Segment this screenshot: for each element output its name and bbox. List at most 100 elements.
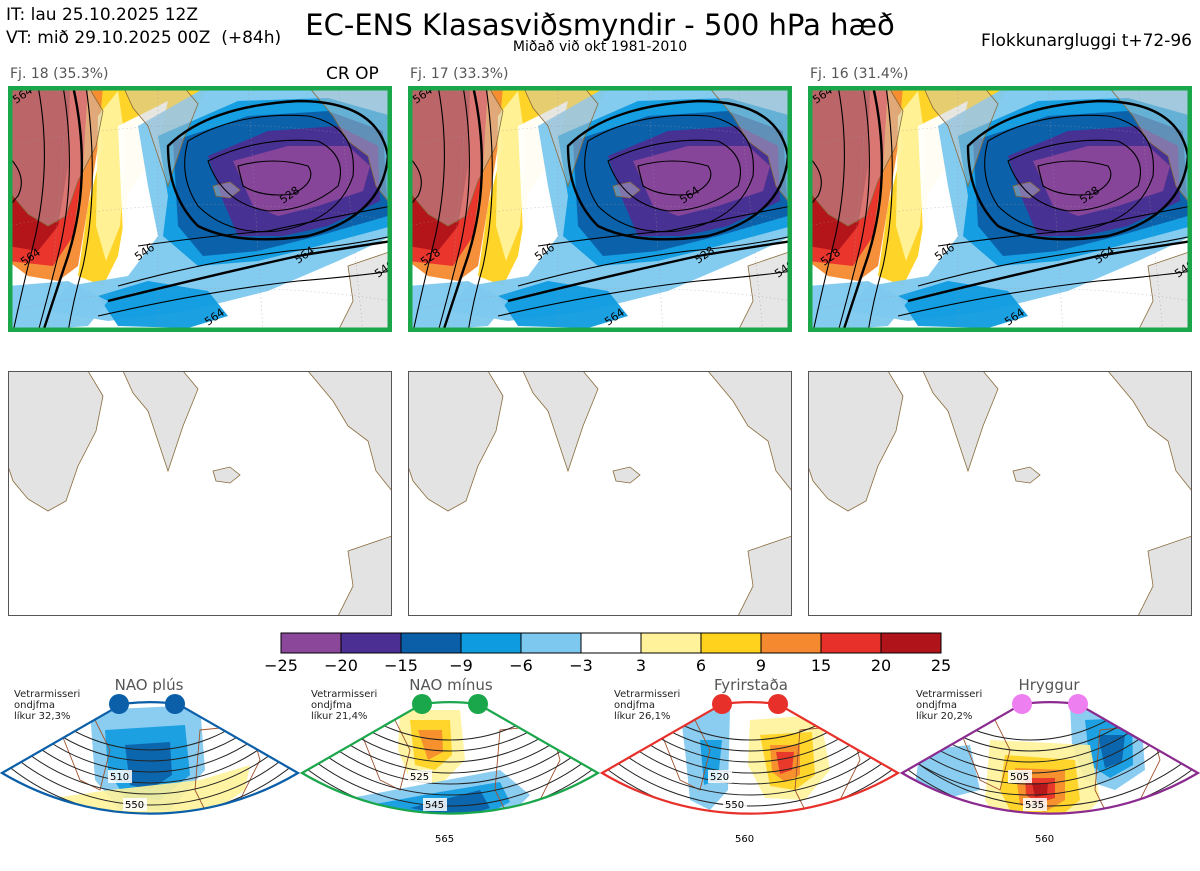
landmass [707,371,792,492]
colorbar-swatch [880,632,942,654]
height-contour [602,702,898,807]
landmass [212,181,241,199]
cluster-label-3: Fj. 16 (31.4%) [810,66,909,82]
height-contour [984,114,1154,233]
colorbar-tick-label: 9 [755,656,767,675]
landmass [1012,181,1041,199]
regime-title-nao-plus: NAO plús [114,676,184,694]
empty-map-3 [808,371,1192,616]
valid-time: VT: mið 29.10.2025 00Z (+84h) [6,28,282,48]
height-contour [517,235,792,287]
classification-window: Flokkunargluggi t+72-96 [980,31,1192,51]
coastline [479,809,546,814]
height-contour [2,702,298,795]
height-contour [602,702,898,785]
empty-map-1 [8,371,392,616]
regime-title-blocking: Fyrirstaða [714,676,788,694]
anomaly-shading [408,281,508,332]
regime-marker-dot [768,694,788,714]
height-contour [902,702,1198,785]
landmass [1107,86,1192,207]
anomaly-shading [498,281,628,328]
contour-label: 550 [125,800,144,811]
height-contour [67,86,93,332]
height-contour [902,702,1198,796]
landmass [808,371,904,512]
coastline [1079,809,1146,814]
regime-marker-dot [109,694,129,714]
landmass [307,371,392,492]
regime-title-ridge: Hryggur [1018,676,1080,694]
height-contour-major [107,239,392,303]
graticule [8,287,392,312]
colorbar-tick-labels: −25 −20 −15 −9 −6 −3 3 6 9 15 20 25 [264,656,951,676]
height-contour [902,702,1191,741]
landmass [1012,466,1041,484]
colorbar-swatch [580,632,642,654]
height-contour [237,160,312,196]
contour-label: 560 [1035,834,1054,845]
height-contour [902,702,1198,807]
page-title: EC-ENS Klasasviðsmyndir - 500 hPa hæð [305,8,895,42]
cluster-frame [8,86,392,332]
landmass [707,86,792,207]
landmass [212,466,241,484]
landmass [612,466,641,484]
regime-anomaly [125,742,172,790]
height-contour [837,86,870,332]
coastline [779,809,846,814]
colorbar-tick-label: 20 [870,656,892,675]
height-contour [917,235,1192,287]
height-contour [207,139,342,212]
height-contour [637,160,712,196]
colorbar-tick-label: 25 [930,656,952,675]
colorbar-tick-label: −20 [324,656,358,675]
regime-marker-dot [712,694,732,714]
height-contour-major [166,99,390,241]
anomaly-shading [808,281,908,332]
landmass [922,86,999,188]
height-contour [1037,160,1112,196]
contour-label: 560 [735,834,754,845]
height-contour [117,235,392,287]
map-frame [8,371,392,616]
contour-label: 525 [410,772,429,783]
anomaly-shading [808,86,870,251]
landmass [1137,535,1192,616]
regime-frame [300,701,600,815]
contour-label: 565 [435,834,454,845]
height-contour-major [841,86,884,332]
anomaly-shading [98,281,228,328]
height-contour [897,270,1192,317]
header-times: IT: lau 25.10.2025 12Z VT: mið 29.10.2025… [6,4,281,50]
regime-title-nao-minus: NAO mínus [409,676,493,694]
colorbar-swatch [700,632,762,654]
height-contour [97,270,392,317]
regime-note-ridge: Vetrarmisseri ondjfma líkur 20,2% [916,689,983,722]
colorbar-swatch [460,632,522,654]
colorbar-tick-label: −15 [384,656,418,675]
anomaly-shading [408,86,470,251]
cluster-tag-1: CR OP [326,64,379,84]
colorbar-swatch [640,632,702,654]
colorbar-tick-label: −6 [509,656,533,675]
coastline [179,809,246,814]
anomaly-colorbar [280,632,942,654]
height-contour [302,702,598,752]
contour-label: 535 [1025,800,1044,811]
initial-time: IT: lau 25.10.2025 12Z [6,5,198,25]
height-contour [602,702,898,796]
height-contour-major [441,86,484,332]
height-contour [37,86,70,332]
graticule [808,124,1192,147]
page-subtitle: Miðað við okt 1981-2010 [512,39,688,55]
height-contour [467,86,493,332]
anomaly-shading [633,146,770,216]
cluster-label-1: Fj. 18 (35.3%) [10,66,109,82]
colorbar-swatch [400,632,462,654]
height-contour [302,702,598,796]
height-contour [412,86,445,332]
height-contour [812,86,845,332]
landmass [307,86,392,207]
